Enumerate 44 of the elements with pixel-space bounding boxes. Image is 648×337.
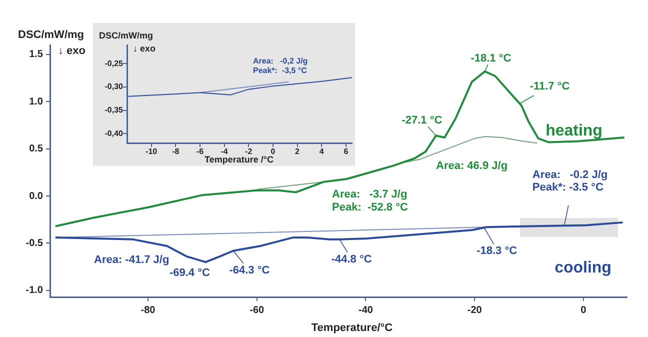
annotation: Area: -0,2 J/g Peak*: -3,5 °C	[253, 56, 308, 75]
x-tick-label: -4	[220, 147, 228, 156]
annotation: ↓ exo	[133, 43, 156, 54]
annotation: -44.8 °C	[331, 253, 372, 266]
y-tick-label: 1.5	[29, 49, 44, 60]
annotation: -64.3 °C	[229, 264, 270, 276]
annotation: Area: 46.9 J/g	[436, 160, 508, 172]
x-tick-label: -10	[146, 147, 158, 156]
annotation: Area: -0.2 J/g Peak*: -3.5 °C	[532, 168, 608, 194]
annotation: -27.1 °C	[402, 114, 442, 127]
y-tick-label: 0.5	[29, 144, 44, 155]
y-axis-title: DSC/mW/mg	[18, 29, 84, 42]
text: cooling	[554, 259, 612, 276]
x-axis-title: Temperature/°C	[311, 322, 393, 334]
x-tick-label: -40	[358, 304, 374, 316]
x-tick-label: 0	[580, 304, 587, 316]
x-tick-label: 2	[295, 147, 300, 156]
annotation: -11.7 °C	[530, 80, 570, 93]
x-tick-label: -80	[140, 304, 156, 316]
annotation: -69.4 °C	[169, 267, 210, 280]
annotation: Area: -3.7 J/g Peak: -52.8 °C	[332, 188, 408, 214]
y-tick-label: 0.0	[29, 190, 44, 202]
x-tick-label: -60	[250, 304, 265, 316]
x-axis-title: Temperature /°C	[204, 154, 274, 164]
y-tick-label: -1.0	[26, 285, 44, 296]
y-tick-label: -0.5	[26, 238, 44, 249]
annotation: ↓ exo	[58, 45, 86, 58]
x-tick-label: 4	[319, 147, 324, 156]
x-tick-label: -8	[172, 147, 180, 156]
y-tick-label: -0,30	[104, 82, 124, 92]
x-tick-label: 0	[270, 147, 276, 156]
annotation: Area: -41.7 J/g	[94, 254, 170, 266]
annotation: -18.1 °C	[470, 52, 512, 64]
y-tick-label: -0,40	[104, 128, 124, 138]
series-label: heating	[546, 122, 602, 140]
x-tick-label: -2	[245, 147, 253, 156]
annotation: -18.3 °C	[476, 245, 518, 258]
y-tick-label: 1.0	[29, 96, 44, 108]
x-tick-label: -20	[467, 304, 482, 316]
y-tick-label: -0,35	[104, 106, 124, 115]
y-axis-title: DSC/mW/mg	[99, 30, 153, 40]
y-tick-label: -0,25	[104, 58, 124, 68]
x-tick-label: 6	[344, 147, 349, 156]
x-tick-label: -6	[196, 147, 204, 156]
